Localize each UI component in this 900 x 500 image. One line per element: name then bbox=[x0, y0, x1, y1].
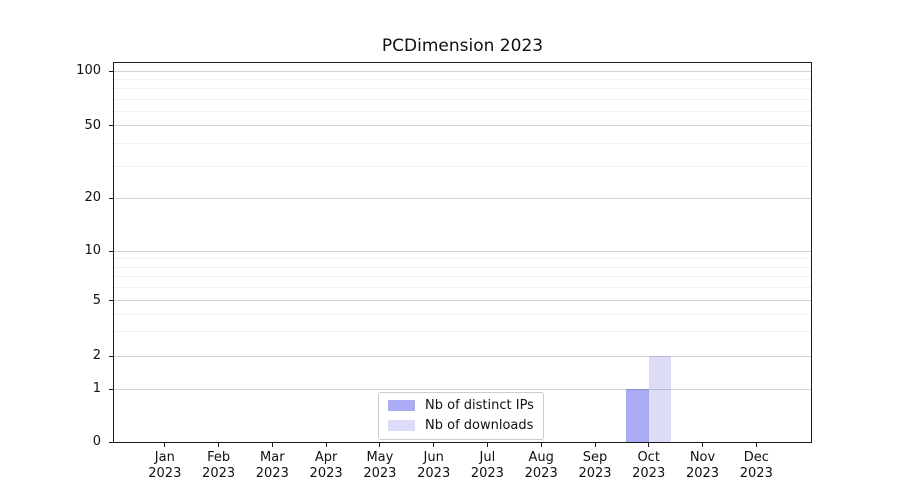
x-tickmark bbox=[594, 441, 596, 447]
y-gridline-minor bbox=[114, 331, 811, 333]
y-tick-label: 2 bbox=[92, 348, 101, 364]
y-gridline-minor bbox=[114, 165, 811, 167]
y-gridline-minor bbox=[114, 276, 811, 278]
legend-label-downloads: Nb of downloads bbox=[425, 418, 534, 433]
x-tickmark bbox=[379, 441, 381, 447]
y-tickmark bbox=[108, 355, 113, 357]
x-tick-label: Jun 2023 bbox=[417, 450, 451, 481]
y-tick-label: 50 bbox=[84, 117, 101, 133]
y-gridline-minor bbox=[114, 258, 811, 260]
y-tickmark bbox=[108, 300, 113, 302]
y-tickmark bbox=[108, 441, 113, 443]
x-tickmark bbox=[486, 441, 488, 447]
x-tickmark bbox=[325, 441, 327, 447]
x-tickmark bbox=[218, 441, 220, 447]
x-tick-label: Feb 2023 bbox=[202, 450, 236, 481]
x-tick-label: Apr 2023 bbox=[309, 450, 343, 481]
y-gridline-minor bbox=[114, 313, 811, 315]
chart-title: PCDimension 2023 bbox=[381, 36, 544, 56]
plot-area: Nb of distinct IPs Nb of downloads bbox=[113, 62, 812, 443]
y-tick-label: 0 bbox=[92, 434, 101, 449]
y-gridline-minor bbox=[114, 78, 811, 80]
legend: Nb of distinct IPs Nb of downloads bbox=[378, 392, 544, 440]
legend-swatch-downloads bbox=[388, 420, 415, 431]
y-gridline-minor bbox=[114, 287, 811, 289]
y-gridline-minor bbox=[114, 98, 811, 100]
y-gridline bbox=[114, 250, 811, 252]
y-tick-label: 1 bbox=[92, 381, 101, 397]
legend-item-distinct-ips: Nb of distinct IPs bbox=[388, 398, 534, 413]
y-tick-label: 20 bbox=[84, 190, 101, 206]
x-tickmark bbox=[755, 441, 757, 447]
x-tickmark bbox=[271, 441, 273, 447]
x-tick-label: Jan 2023 bbox=[148, 450, 182, 481]
x-tickmark bbox=[164, 441, 166, 447]
x-tick-label: Aug 2023 bbox=[524, 450, 558, 481]
y-gridline-minor bbox=[114, 266, 811, 268]
x-tickmark bbox=[433, 441, 435, 447]
bars-layer bbox=[114, 63, 811, 442]
bar-oct-series0 bbox=[626, 389, 649, 442]
y-tickmark bbox=[108, 250, 113, 252]
y-tickmark bbox=[108, 197, 113, 199]
legend-item-downloads: Nb of downloads bbox=[388, 418, 534, 433]
x-tick-label: Oct 2023 bbox=[632, 450, 666, 481]
y-gridline bbox=[114, 388, 811, 390]
x-tick-label: Sep 2023 bbox=[578, 450, 612, 481]
y-gridline bbox=[114, 70, 811, 72]
x-tick-label: May 2023 bbox=[363, 450, 397, 481]
y-gridline bbox=[114, 300, 811, 302]
y-tick-label: 5 bbox=[92, 292, 101, 308]
legend-label-distinct-ips: Nb of distinct IPs bbox=[425, 398, 534, 413]
y-gridline bbox=[114, 125, 811, 127]
y-gridline bbox=[114, 355, 811, 357]
legend-swatch-distinct-ips bbox=[388, 400, 415, 411]
x-tick-label: Mar 2023 bbox=[255, 450, 289, 481]
y-gridline-minor bbox=[114, 143, 811, 144]
y-tick-label: 100 bbox=[76, 63, 101, 78]
x-tick-label: Nov 2023 bbox=[685, 450, 720, 481]
y-gridline bbox=[114, 197, 811, 199]
y-gridline-minor bbox=[114, 88, 811, 90]
y-tickmark bbox=[108, 70, 113, 72]
x-tick-label: Jul 2023 bbox=[470, 450, 504, 481]
bar-oct-series1 bbox=[648, 356, 672, 442]
x-tickmark bbox=[702, 441, 703, 447]
x-tickmark bbox=[648, 441, 650, 447]
y-tickmark bbox=[108, 125, 113, 127]
grid-layer bbox=[114, 63, 811, 442]
x-tickmark bbox=[540, 441, 542, 447]
x-tick-label: Dec 2023 bbox=[739, 450, 773, 481]
y-tick-label: 10 bbox=[84, 243, 101, 259]
y-tickmark bbox=[108, 388, 113, 390]
y-gridline-minor bbox=[114, 111, 811, 112]
